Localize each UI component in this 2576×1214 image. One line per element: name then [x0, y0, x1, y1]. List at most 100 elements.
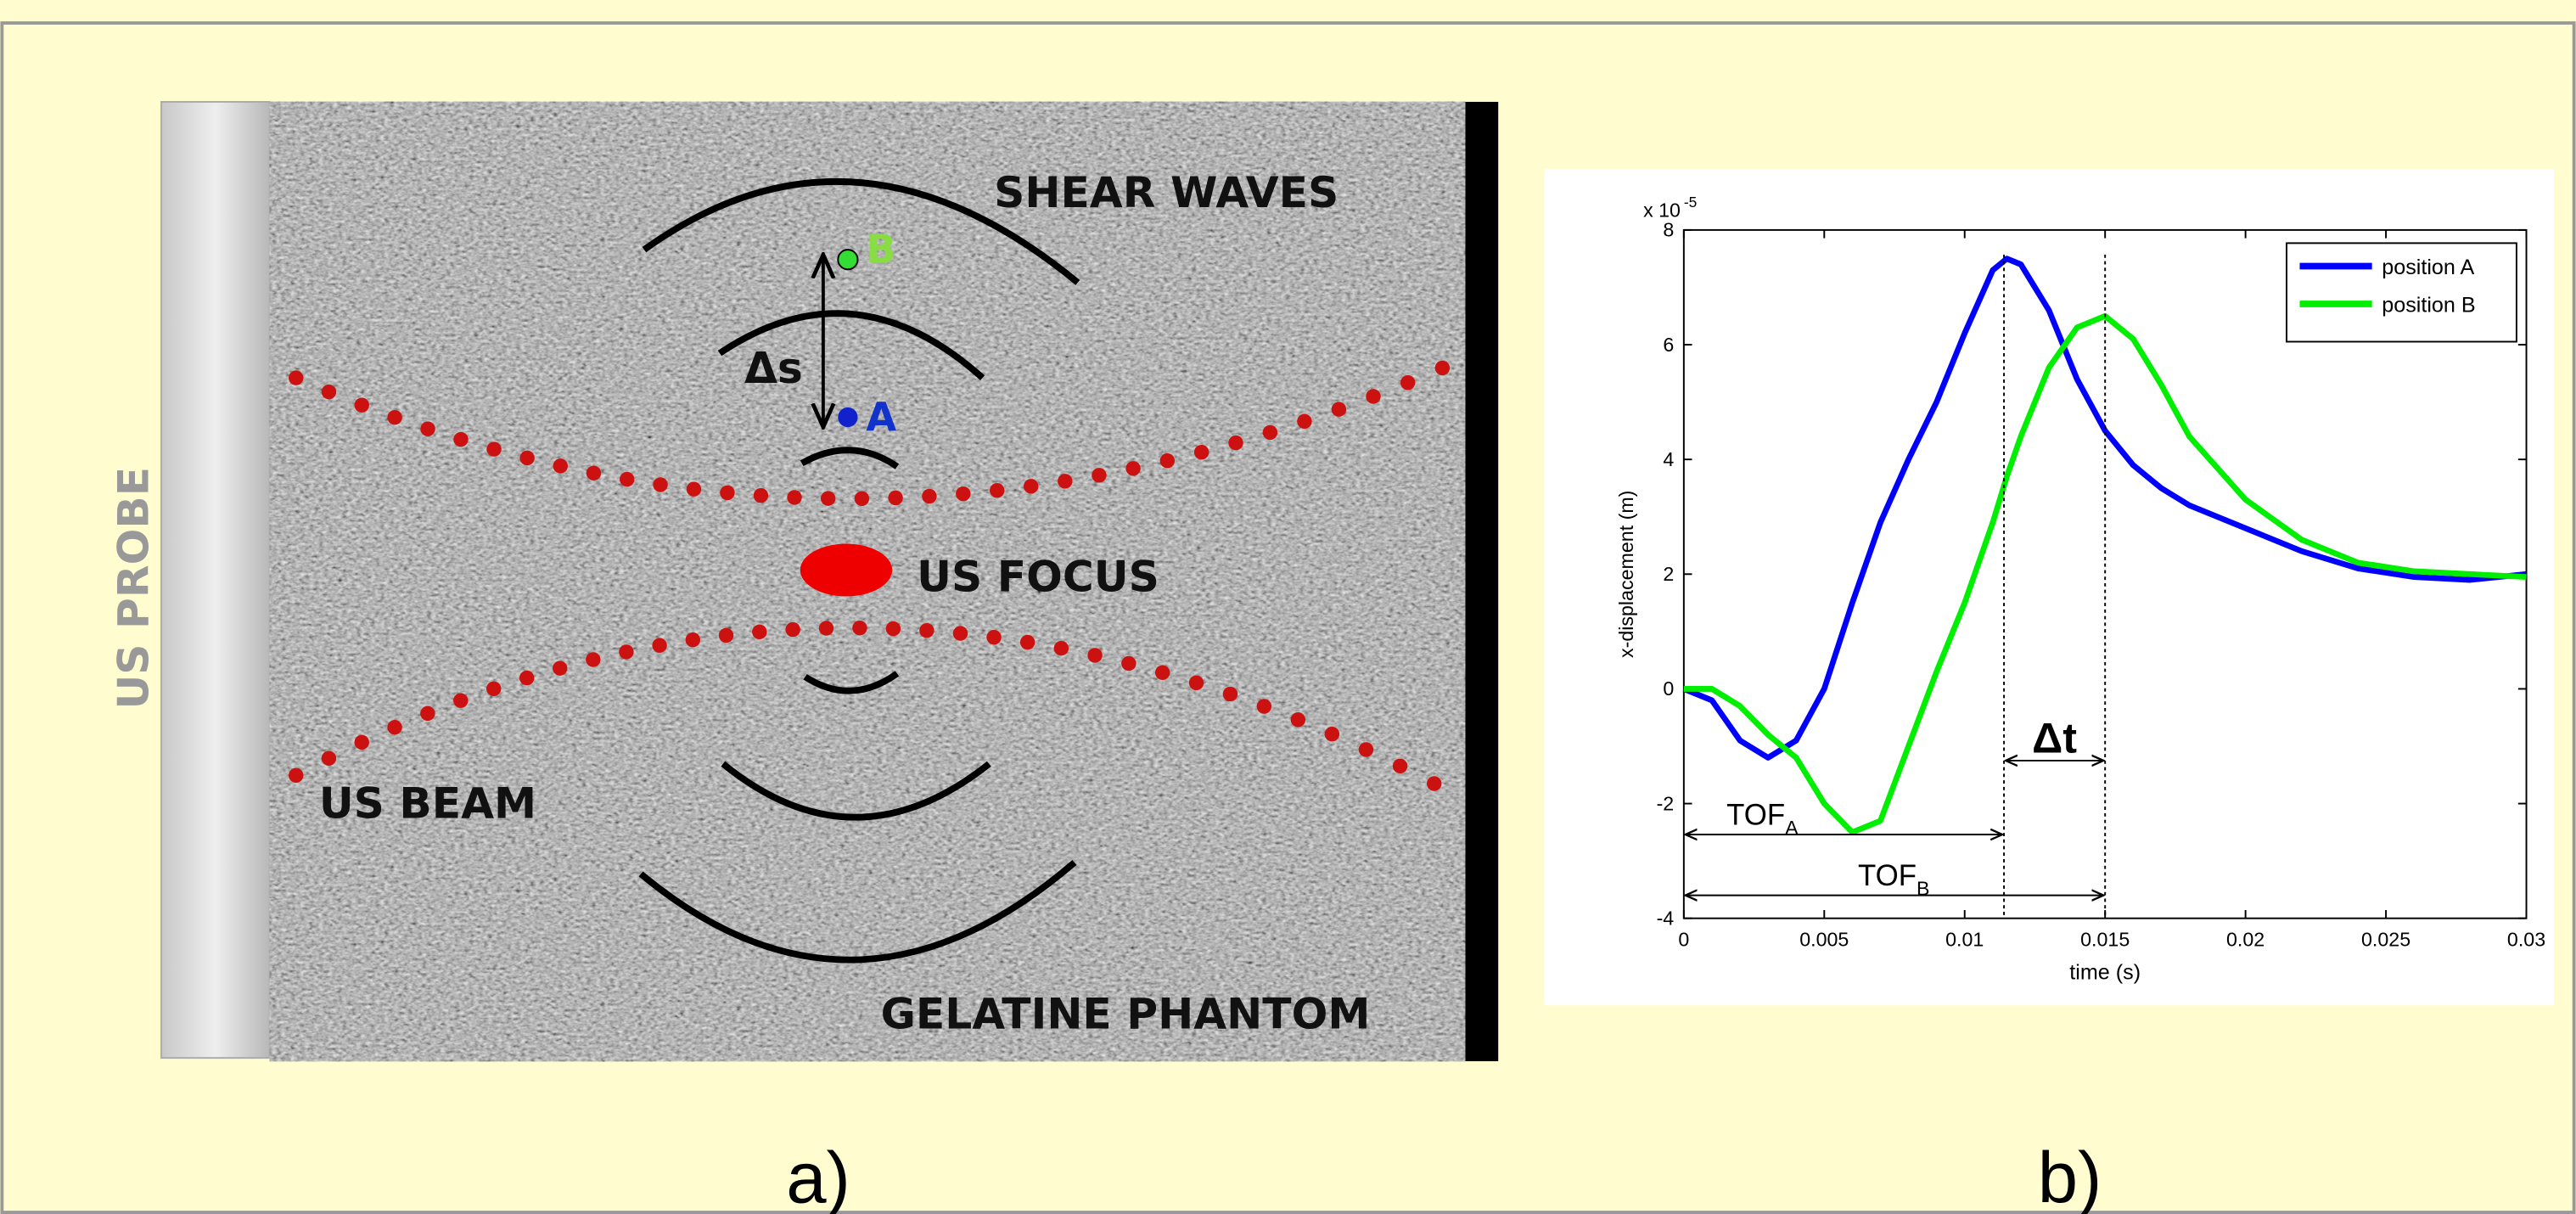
beam-dot	[885, 621, 901, 637]
ultrasound-diagram: B A Δs SHEAR WAVES US FOCUS US BEAM GELA…	[109, 101, 1499, 1214]
beam-dot	[752, 624, 767, 640]
x-tick-label: 0.015	[2080, 929, 2130, 951]
beam-dot	[453, 693, 469, 708]
panel-label: a)	[786, 1138, 850, 1214]
y-tick-label: 6	[1663, 334, 1674, 356]
beam-dot	[990, 483, 1005, 498]
beam-dot	[1434, 360, 1451, 376]
beam-dot	[919, 623, 934, 638]
label: B	[866, 227, 895, 273]
beam-dot	[1427, 776, 1442, 791]
beam-dot	[1024, 479, 1039, 494]
point-b	[837, 249, 859, 271]
beam-dot	[486, 681, 502, 696]
beam-dot	[354, 397, 369, 413]
beam-dot	[1121, 655, 1136, 672]
beam-dot	[586, 652, 601, 667]
beam-dot	[1053, 640, 1069, 656]
beam-dot	[720, 485, 735, 501]
beam-dot	[652, 638, 667, 653]
beam-dot	[1331, 402, 1347, 417]
point-a	[838, 407, 858, 428]
x-tick-label: 0	[1678, 929, 1689, 951]
beam-dot	[986, 629, 1002, 645]
beam-dot	[653, 477, 668, 492]
tof-sub: A	[1785, 817, 1799, 839]
legend-label: position B	[2382, 294, 2475, 318]
beam-dot	[1358, 742, 1374, 757]
beam-dot	[486, 441, 502, 457]
y-tick-label: 8	[1663, 219, 1674, 241]
label: Δs	[744, 343, 803, 393]
beam-dot	[1159, 453, 1176, 469]
beam-dot	[354, 734, 369, 750]
beam-dot	[1092, 468, 1107, 483]
wavefronts	[638, 178, 1080, 964]
phantom-edge	[1465, 101, 1499, 1062]
beam-dot	[818, 621, 834, 636]
x-axis-label: time (s)	[2069, 960, 2141, 984]
y-tick-label: 4	[1663, 448, 1674, 470]
tof-sub: B	[1917, 878, 1930, 900]
focus-spot	[800, 543, 893, 597]
beam-dot	[1228, 435, 1243, 451]
beam-dot	[956, 486, 971, 502]
x-tick-label: 0.025	[2361, 929, 2410, 951]
x-tick-label: 0.03	[2507, 929, 2545, 951]
beam-dot	[1297, 413, 1312, 429]
beam-dot	[1262, 424, 1278, 441]
y-tick-label: 2	[1663, 563, 1674, 585]
panel-label: b)	[2038, 1138, 2102, 1214]
beam-dot	[1222, 686, 1238, 702]
x-tick-label: 0.02	[2226, 929, 2265, 951]
probe	[160, 101, 271, 1059]
legend-label: position A	[2382, 256, 2474, 279]
chart: -4 -2 0 2 4 6 8 0 0.005 0.01 0.015 0.02 0.025 0.03 tim…	[1615, 194, 2545, 984]
beam-dot	[1290, 712, 1306, 728]
series-line	[1683, 312, 2527, 835]
beam-dot	[553, 458, 568, 474]
y-tick-label: -4	[1657, 907, 1675, 929]
beam-dot	[321, 750, 337, 766]
series-line	[1682, 256, 2527, 761]
beam-dot	[753, 487, 769, 503]
beam-dot	[1366, 389, 1381, 404]
beam-dot	[453, 431, 469, 447]
beam-dot	[1188, 675, 1204, 690]
beam-dot	[586, 465, 602, 481]
beam-dot	[387, 720, 402, 735]
beam-dot	[686, 481, 702, 497]
beam-dot	[1058, 474, 1073, 489]
beam-dot	[854, 491, 870, 506]
tof-label: TOFB	[1858, 859, 1930, 900]
label: SHEAR WAVES	[994, 167, 1339, 217]
beam-dot	[1392, 758, 1408, 774]
beam-dot	[553, 660, 568, 676]
beam-dot	[519, 450, 535, 466]
beam-dot	[321, 384, 337, 400]
label: US FOCUS	[917, 552, 1159, 602]
legend-box	[2286, 242, 2517, 343]
beam-dot	[820, 491, 836, 506]
label: US BEAM	[319, 778, 536, 829]
beam-dot	[1324, 727, 1340, 742]
label: A	[866, 394, 896, 440]
label: GELATINE PHANTOM	[881, 988, 1371, 1038]
y-scale: x 10	[1643, 199, 1681, 221]
beam-dot	[785, 621, 800, 638]
x-tick-label: 0.005	[1799, 929, 1849, 951]
beam-dot	[1193, 444, 1209, 460]
beam-dot	[387, 409, 402, 425]
delta-label: Δt	[2032, 713, 2077, 762]
beam-dot	[1125, 461, 1141, 476]
beam-dot	[685, 632, 700, 648]
beam-dot	[1400, 374, 1416, 391]
beam-dot	[619, 644, 634, 660]
x-tick-label: 0.01	[1945, 929, 1984, 951]
beam-dot	[620, 471, 635, 487]
beam-dot	[787, 490, 802, 505]
beam-dot	[1087, 648, 1103, 663]
beam-dot	[1154, 665, 1170, 680]
y-scale-exp: -5	[1684, 194, 1697, 211]
